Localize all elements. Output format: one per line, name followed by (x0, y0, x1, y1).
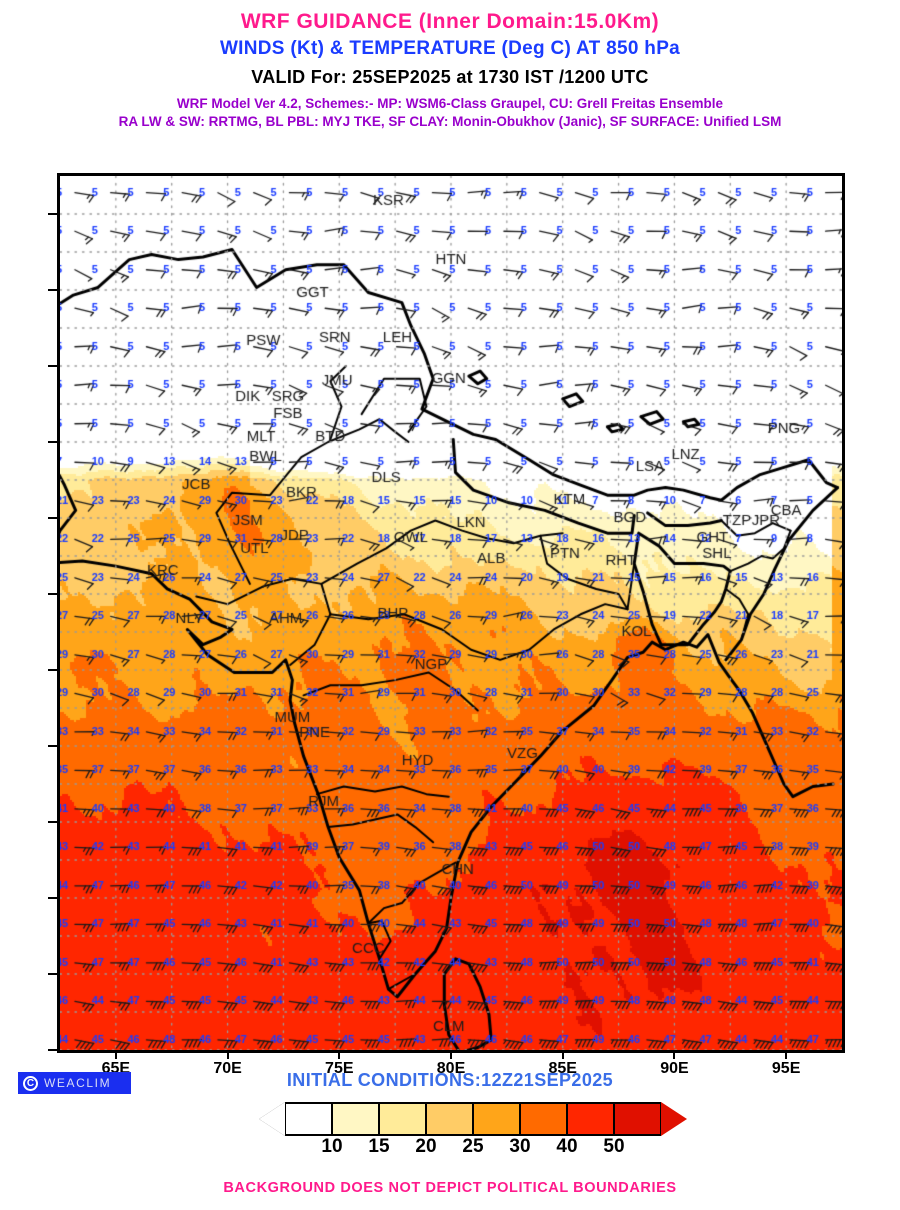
lon-label: 75E (325, 1060, 354, 1077)
map-container[interactable]: 6N9N12N15N18N21N24N27N30N33N36N39N65E70E… (48, 173, 845, 1077)
colorbar-segment (426, 1102, 473, 1136)
copyright-icon: C (23, 1075, 38, 1091)
lon-tick (450, 1050, 452, 1059)
lon-tick (114, 1050, 117, 1059)
logo-label: WEACLIM (44, 1076, 112, 1090)
lon-tick (338, 1050, 341, 1059)
valid-time: VALID For: 25SEP2025 at 1730 IST /1200 U… (251, 67, 649, 87)
lat-tick (48, 897, 57, 899)
colorbar-segment (520, 1102, 567, 1136)
lon-label: 85E (548, 1060, 577, 1077)
model-scheme-line2: RA LW & SW: RRTMG, BL PBL: MYJ TKE, SF C… (118, 114, 782, 129)
page-title: WRF GUIDANCE (Inner Domain:15.0Km) (240, 10, 660, 33)
colorbar-segment (473, 1102, 520, 1136)
colorbar-tick: 40 (556, 1136, 578, 1157)
colorbar-segments (285, 1102, 661, 1136)
lat-tick (48, 365, 57, 367)
lon-tick (785, 1050, 788, 1059)
lon-tick (673, 1050, 676, 1059)
colorbar-segment (614, 1102, 661, 1136)
colorbar-segment (567, 1102, 614, 1136)
lat-tick (48, 821, 57, 823)
lat-tick (48, 669, 57, 671)
lat-tick (48, 745, 57, 747)
colorbar-segment (285, 1102, 332, 1136)
map-plot-area[interactable] (57, 173, 845, 1053)
initial-conditions: INITIAL CONDITIONS:12Z21SEP2025 (286, 1070, 614, 1090)
colorbar-tick: 25 (462, 1136, 484, 1157)
colorbar-tick: 10 (321, 1136, 343, 1157)
colorbar-tick: 20 (415, 1136, 437, 1157)
lon-tick (561, 1050, 564, 1059)
colorbar-tick: 15 (368, 1136, 390, 1157)
page-subtitle: WINDS (Kt) & TEMPERATURE (Deg C) AT 850 … (219, 38, 681, 59)
model-scheme-line1: WRF Model Ver 4.2, Schemes:- MP: WSM6-Cl… (176, 96, 724, 111)
lat-tick (48, 289, 57, 291)
lat-tick (48, 213, 57, 215)
lat-tick (48, 441, 57, 443)
lon-tick (226, 1050, 229, 1059)
weaclim-logo: C WEACLIM (18, 1072, 131, 1094)
colorbar-under-arrow (259, 1102, 285, 1136)
lon-label: 95E (771, 1060, 801, 1077)
lon-label: 70E (213, 1060, 242, 1077)
disclaimer: BACKGROUND DOES NOT DEPICT POLITICAL BOU… (223, 1180, 677, 1196)
lat-tick (48, 517, 57, 519)
lon-label: 90E (660, 1060, 689, 1077)
colorbar-tick: 50 (603, 1136, 625, 1157)
colorbar-over-arrow (661, 1102, 687, 1136)
lat-tick (48, 1049, 57, 1051)
colorbar-tick-labels: 10 15 20 25 30 40 50 (285, 1136, 624, 1160)
lat-tick (48, 593, 57, 595)
colorbar-segment (332, 1102, 379, 1136)
colorbar-segment (379, 1102, 426, 1136)
lon-label: 80E (436, 1060, 466, 1077)
lat-tick (48, 973, 57, 975)
colorbar-tick: 30 (509, 1136, 531, 1157)
colorbar[interactable] (256, 1100, 690, 1138)
temperature-wind-field (60, 176, 842, 1050)
header: WRF GUIDANCE (Inner Domain:15.0Km) WINDS… (0, 10, 900, 131)
